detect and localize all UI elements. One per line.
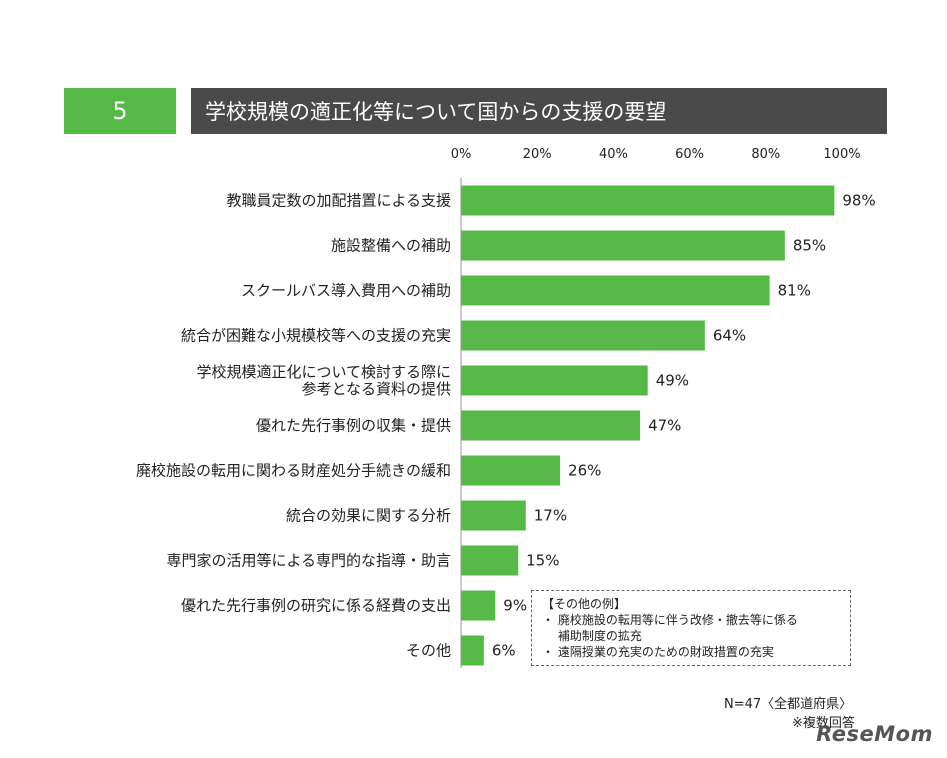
x-tick-label: 20% bbox=[523, 147, 552, 162]
bar bbox=[461, 365, 648, 396]
note-line-1: ・ 廃校施設の転用等に伴う改修・撤去等に係る bbox=[542, 613, 798, 627]
bar bbox=[461, 500, 526, 531]
data-label: 64% bbox=[713, 327, 746, 345]
category-label: 教職員定数の加配措置による支援 bbox=[226, 192, 451, 210]
chart-title: 学校規模の適正化等について国からの支援の要望 bbox=[191, 88, 887, 134]
data-label: 15% bbox=[526, 552, 559, 570]
section-number: 5 bbox=[64, 88, 176, 134]
category-label: 学校規模適正化について検討する際に参考となる資料の提供 bbox=[196, 363, 451, 398]
category-label: 優れた先行事例の収集・提供 bbox=[256, 417, 451, 435]
bar bbox=[461, 455, 561, 486]
data-label: 49% bbox=[656, 372, 689, 390]
bar bbox=[461, 545, 519, 576]
category-label: 廃校施設の転用に関わる財産処分手続きの緩和 bbox=[136, 462, 451, 480]
x-tick-label: 40% bbox=[599, 147, 628, 162]
x-tick-label: 80% bbox=[751, 147, 780, 162]
bar bbox=[461, 320, 705, 351]
data-label: 47% bbox=[648, 417, 681, 435]
x-tick-label: 0% bbox=[451, 147, 472, 162]
category-label: 専門家の活用等による専門的な指導・助言 bbox=[166, 552, 451, 570]
bar bbox=[461, 590, 496, 621]
x-tick-label: 100% bbox=[823, 147, 860, 162]
data-label: 81% bbox=[778, 282, 811, 300]
data-label: 6% bbox=[492, 642, 516, 660]
note-title: 【その他の例】 bbox=[542, 597, 627, 611]
note-line-3: ・ 遠隔授業の充実のための財政措置の充実 bbox=[542, 645, 774, 659]
category-label: その他 bbox=[406, 642, 451, 660]
data-label: 26% bbox=[568, 462, 601, 480]
bar bbox=[461, 635, 484, 666]
x-tick-label: 60% bbox=[675, 147, 704, 162]
data-label: 98% bbox=[842, 192, 875, 210]
sample-size-note: N=47〈全都道府県〉 bbox=[724, 697, 853, 712]
bar bbox=[461, 410, 641, 441]
category-label: スクールバス導入費用への補助 bbox=[241, 282, 451, 300]
resemom-logo: ReseMom bbox=[816, 722, 933, 746]
bar bbox=[461, 185, 835, 216]
data-label: 17% bbox=[534, 507, 567, 525]
category-label: 施設整備への補助 bbox=[331, 237, 451, 255]
bar bbox=[461, 230, 785, 261]
category-label: 優れた先行事例の研究に係る経費の支出 bbox=[181, 597, 451, 615]
other-examples-note: 【その他の例】 ・ 廃校施設の転用等に伴う改修・撤去等に係る 補助制度の拡充 ・… bbox=[531, 590, 851, 666]
bar bbox=[461, 275, 770, 306]
multiple-answer-note: ※複数回答 bbox=[792, 716, 855, 731]
data-label: 9% bbox=[503, 597, 527, 615]
note-line-2: 補助制度の拡充 bbox=[542, 629, 642, 643]
category-label: 統合が困難な小規模校等への支援の充実 bbox=[181, 327, 451, 345]
chart-header: 5 学校規模の適正化等について国からの支援の要望 bbox=[0, 88, 947, 136]
data-label: 85% bbox=[793, 237, 826, 255]
category-label: 統合の効果に関する分析 bbox=[286, 507, 451, 525]
